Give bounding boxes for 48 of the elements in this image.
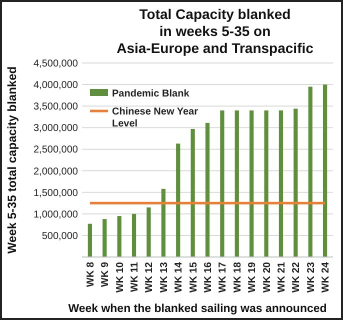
x-tick-label: WK 19 — [247, 262, 258, 293]
x-tick-label: WK 14 — [174, 262, 185, 293]
x-axis-title: Week when the blanked sailing was announced — [68, 303, 327, 315]
x-tick-label: WK 10 — [114, 262, 126, 293]
x-tick-label: WK 20 — [262, 262, 273, 293]
x-tick-label: WK 18 — [232, 262, 244, 293]
bar — [190, 128, 195, 257]
y-tick-label: 4,500,000 — [34, 58, 78, 70]
x-tick-label: WK 22 — [291, 262, 302, 293]
x-tick-label: WK 17 — [218, 262, 229, 293]
chart-title: Total Capacity blanked in weeks 5-35 on Asia-Europe and Transpacific — [116, 6, 314, 56]
y-tick-label: 1,000,000 — [34, 209, 78, 220]
y-tick-label: 3,500,000 — [34, 102, 78, 113]
bar — [205, 122, 210, 257]
x-tick-label: WK 24 — [320, 262, 332, 293]
y-tick-label: 1,500,000 — [34, 188, 78, 199]
bar — [176, 144, 180, 257]
bar — [294, 108, 298, 257]
x-tick-label: WK 8 — [85, 262, 96, 287]
bar — [278, 110, 284, 257]
legend-label: Pandemic Blank — [112, 88, 190, 100]
bar — [234, 110, 239, 257]
x-tick-label: WK 15 — [188, 262, 200, 293]
y-tick-label: 2,500,000 — [34, 144, 78, 156]
x-tick-label: WK 23 — [306, 262, 317, 293]
bar — [117, 216, 122, 257]
y-tick-label: 2,000,000 — [34, 166, 78, 178]
y-tick-label: 3,000,000 — [34, 123, 78, 134]
y-tick-label: 500,000 — [42, 230, 78, 242]
x-tick-label: WK 13 — [158, 262, 170, 293]
bar — [250, 110, 254, 257]
x-tick-label: WK 21 — [276, 262, 288, 293]
bar — [161, 188, 166, 257]
bar — [146, 207, 151, 257]
x-tick-label: WK 9 — [100, 262, 112, 287]
x-tick-label: WK 16 — [203, 262, 214, 293]
x-tick-label: WK 12 — [144, 262, 156, 293]
bar — [264, 110, 268, 257]
bar — [323, 84, 328, 257]
bar — [102, 219, 107, 257]
legend-label: Chinese New Year Level — [112, 106, 198, 130]
x-tick-label: WK 11 — [130, 262, 141, 292]
bar — [132, 214, 136, 257]
bar — [220, 110, 224, 257]
bar — [88, 224, 92, 257]
y-axis-title: Week 5-35 total capacity blanked — [5, 66, 19, 254]
bar — [308, 86, 312, 257]
y-tick-label: 4,000,000 — [34, 80, 78, 92]
